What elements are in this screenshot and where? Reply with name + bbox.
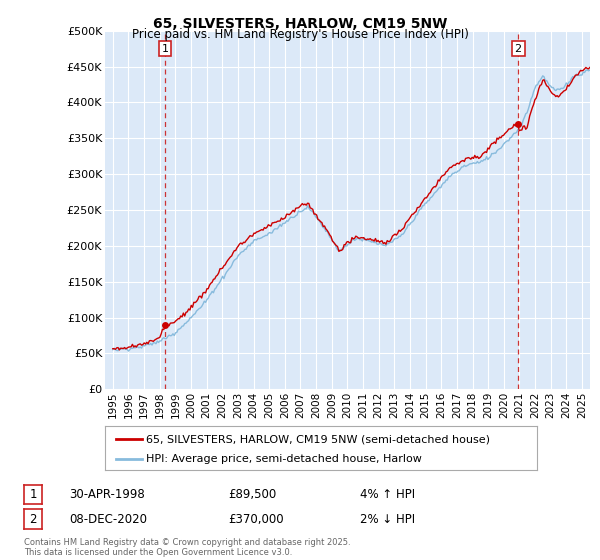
Text: 2% ↓ HPI: 2% ↓ HPI <box>360 512 415 526</box>
Text: 08-DEC-2020: 08-DEC-2020 <box>69 512 147 526</box>
Text: HPI: Average price, semi-detached house, Harlow: HPI: Average price, semi-detached house,… <box>146 454 422 464</box>
Text: 4% ↑ HPI: 4% ↑ HPI <box>360 488 415 501</box>
Text: 65, SILVESTERS, HARLOW, CM19 5NW (semi-detached house): 65, SILVESTERS, HARLOW, CM19 5NW (semi-d… <box>146 434 490 444</box>
Text: 30-APR-1998: 30-APR-1998 <box>69 488 145 501</box>
Text: £89,500: £89,500 <box>228 488 276 501</box>
Text: 1: 1 <box>29 488 37 501</box>
Text: £370,000: £370,000 <box>228 512 284 526</box>
Text: Contains HM Land Registry data © Crown copyright and database right 2025.
This d: Contains HM Land Registry data © Crown c… <box>24 538 350 557</box>
Text: 1: 1 <box>161 44 169 54</box>
Text: Price paid vs. HM Land Registry's House Price Index (HPI): Price paid vs. HM Land Registry's House … <box>131 28 469 41</box>
Text: 2: 2 <box>29 512 37 526</box>
Text: 65, SILVESTERS, HARLOW, CM19 5NW: 65, SILVESTERS, HARLOW, CM19 5NW <box>153 17 447 31</box>
Text: 2: 2 <box>515 44 522 54</box>
